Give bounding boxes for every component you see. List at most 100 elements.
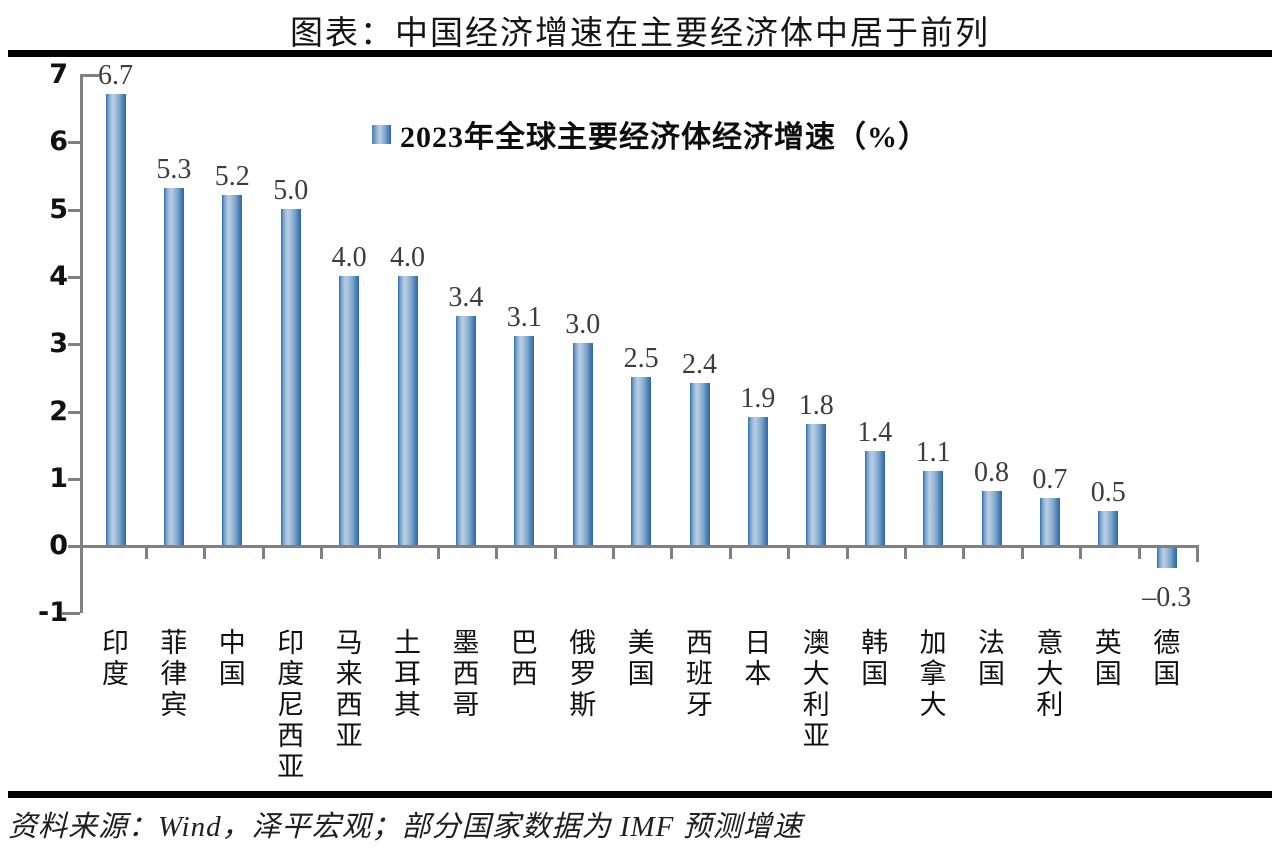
y-axis-tick	[68, 275, 80, 279]
y-axis-line	[80, 74, 83, 614]
bar-韩国	[864, 450, 885, 545]
top-divider	[8, 50, 1272, 57]
bar-墨西哥	[455, 316, 476, 545]
x-axis-category-label: 印度尼西亚	[277, 628, 305, 782]
y-axis-tick-label: 6	[49, 126, 68, 158]
x-axis-tick	[1079, 548, 1083, 559]
x-axis-tick	[1137, 548, 1141, 559]
x-axis-tick	[319, 548, 323, 559]
bar-法国	[981, 491, 1002, 545]
x-axis-category-label: 马来西亚	[335, 628, 363, 751]
y-axis-tick-label: 0	[49, 530, 68, 562]
y-axis-tick	[68, 141, 80, 145]
x-axis-tick	[611, 548, 615, 559]
x-axis-category-label: 俄罗斯	[569, 628, 597, 720]
value-label: 1.8	[798, 389, 834, 421]
x-axis-tick	[962, 548, 966, 559]
x-axis-tick	[1195, 548, 1199, 559]
x-axis-tick	[670, 548, 674, 559]
y-axis-tick	[62, 612, 80, 616]
bar-巴西	[514, 336, 535, 545]
x-axis-category-label: 菲律宾	[160, 628, 188, 720]
bar-菲律宾	[163, 188, 184, 545]
value-label: 6.7	[98, 60, 133, 92]
x-axis-line	[80, 545, 1199, 548]
source-note: 资料来源：Wind，泽平宏观；部分国家数据为 IMF 预测增速	[8, 811, 803, 843]
y-axis-top-cap	[80, 74, 99, 77]
value-label: 2.5	[623, 342, 659, 374]
y-axis-tick	[68, 208, 80, 212]
value-label: 0.5	[1090, 477, 1126, 509]
x-axis-tick	[261, 548, 265, 559]
bar-日本	[747, 417, 768, 545]
value-label: –0.3	[1142, 582, 1192, 614]
x-axis-category-label: 土耳其	[394, 628, 421, 720]
x-axis-tick	[378, 548, 382, 559]
value-label: 5.2	[214, 161, 250, 193]
bar-美国	[631, 376, 652, 545]
x-axis-tick	[1020, 548, 1024, 559]
y-axis-tick-label: 1	[49, 462, 68, 494]
y-axis-tick-label: 4	[49, 260, 68, 292]
chart-title: 图表：中国经济增速在主要经济体中居于前列	[290, 16, 990, 52]
bar-印度尼西亚	[280, 208, 301, 545]
bar-意大利	[1039, 497, 1060, 545]
x-axis-category-label: 韩国	[861, 628, 889, 689]
y-axis-tick	[68, 545, 80, 549]
x-axis-category-label: 澳大利亚	[802, 628, 830, 751]
bar-土耳其	[397, 275, 418, 545]
value-label: 1.1	[915, 436, 951, 468]
bar-印度	[105, 94, 126, 545]
x-axis-category-label: 德国	[1153, 628, 1181, 689]
value-label: 1.4	[857, 416, 893, 448]
x-axis-tick	[903, 548, 907, 559]
value-label: 3.0	[565, 309, 601, 341]
value-label: 0.8	[974, 457, 1009, 489]
x-axis-category-label: 英国	[1094, 628, 1122, 689]
legend-label: 2023年全球主要经济体经济增速（%）	[400, 121, 929, 154]
x-axis-category-label: 美国	[627, 628, 655, 689]
bar-加拿大	[923, 470, 944, 545]
x-axis-category-label: 日本	[744, 628, 772, 689]
x-axis-tick	[203, 548, 207, 559]
legend-series-swatch-icon	[372, 124, 391, 144]
value-label: 3.1	[506, 302, 542, 334]
bar-chart: 2023年全球主要经济体经济增速（%） 7 6 5 4 3 2 1 0 -1 6.7 印度 5.3 菲律…	[38, 59, 1199, 782]
x-axis-tick	[144, 548, 148, 559]
legend: 2023年全球主要经济体经济增速（%）	[372, 112, 929, 156]
bar-澳大利亚	[806, 423, 827, 545]
value-label: 4.0	[331, 241, 367, 273]
y-axis-tick	[68, 410, 80, 414]
y-axis-tick-label: 5	[49, 193, 68, 225]
x-axis-category-label: 巴西	[510, 628, 538, 689]
x-axis-tick	[787, 548, 791, 559]
bar-中国	[222, 195, 243, 545]
value-label: 4.0	[390, 241, 425, 273]
x-axis-category-label: 意大利	[1036, 628, 1064, 720]
y-axis-tick	[68, 477, 80, 481]
y-axis-tick	[68, 343, 80, 347]
y-axis-tick-label: 3	[49, 328, 68, 360]
value-label: 5.0	[273, 174, 309, 206]
x-axis-tick	[495, 548, 499, 559]
bar-俄罗斯	[572, 343, 593, 545]
x-axis-tick	[845, 548, 849, 559]
y-axis-tick-label: -1	[38, 597, 68, 629]
y-axis-tick-label: 2	[49, 395, 68, 427]
bar-英国	[1098, 511, 1119, 545]
x-axis-category-label: 中国	[218, 628, 246, 689]
x-axis-category-label: 墨西哥	[452, 628, 480, 720]
y-axis-tick-label: 7	[49, 59, 68, 90]
x-axis-tick	[553, 548, 557, 559]
x-axis-tick	[436, 548, 440, 559]
value-label: 3.4	[448, 282, 484, 314]
bar-德国	[1156, 548, 1177, 569]
bar-马来西亚	[339, 275, 360, 545]
value-label: 1.9	[740, 383, 776, 415]
value-label: 2.4	[682, 349, 717, 381]
x-axis-tick	[728, 548, 732, 559]
x-axis-category-label: 法国	[978, 628, 1005, 689]
value-label: 5.3	[156, 154, 192, 186]
x-axis-category-label: 西班牙	[686, 628, 713, 720]
